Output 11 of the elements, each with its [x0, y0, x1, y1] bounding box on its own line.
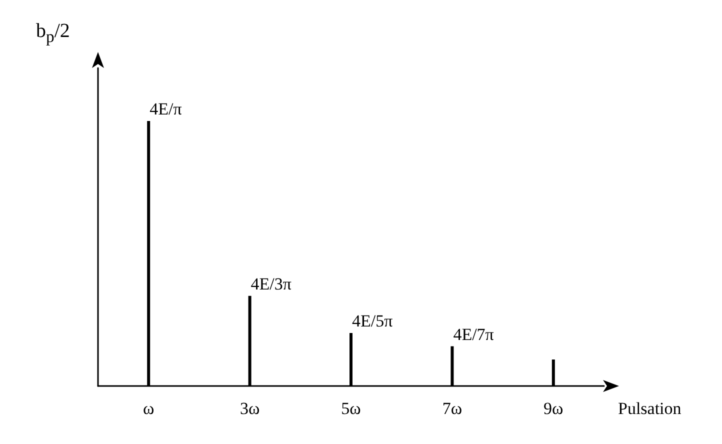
x-tick-label: 9ω [544, 399, 564, 418]
annotation: 4E/3π [250, 274, 292, 294]
y-axis-title: b$_{p}$/2 [36, 20, 70, 47]
x-tick-label: 7ω [442, 399, 462, 418]
x-tick-label: 5ω [341, 399, 361, 418]
annotation: 4E/7π [453, 324, 494, 344]
x-tick-label: ω [143, 399, 154, 418]
x-axis-title: Pulsation [618, 399, 682, 418]
x-tick-label: 3ω [240, 399, 260, 418]
annotation: 4E/5π [352, 312, 394, 330]
annotation: 4E/π [150, 100, 182, 118]
